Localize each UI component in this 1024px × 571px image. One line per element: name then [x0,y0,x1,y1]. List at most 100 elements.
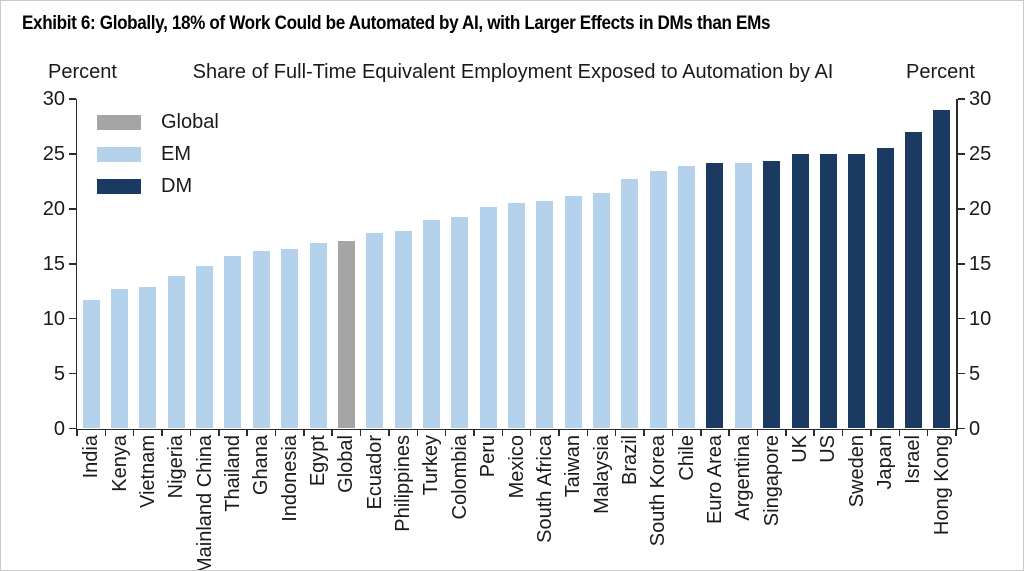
x-tick-11 [388,430,390,436]
y-label-left-20: 20 [42,197,65,220]
y-tick-right-5 [957,372,965,375]
x-tick-24 [756,430,759,436]
x-tick-12 [416,430,418,436]
x-label-thailand: Thailand [221,435,244,512]
x-label-euro-area: Euro Area [703,435,726,524]
x-label-mexico: Mexico [505,435,528,499]
x-tick-31 [955,430,957,436]
x-label-ghana: Ghana [250,435,273,496]
y-tick-left-20 [68,208,76,210]
x-label-malaysia: Malaysia [590,435,613,514]
y-tick-left-25 [68,153,76,155]
y-label-left-5: 5 [53,362,65,385]
x-label-philippines: Philippines [392,435,415,532]
x-tick-26 [813,430,815,436]
y-tick-left-0 [68,427,76,430]
bar-vietnam [139,286,157,429]
x-tick-10 [359,430,362,436]
x-label-us: US [817,435,840,463]
bar-israel [904,131,922,429]
bar-malaysia [593,193,611,429]
x-tick-3 [161,430,163,436]
bar-south-korea [649,171,667,429]
x-tick-17 [558,430,560,436]
y-tick-right-25 [957,153,965,155]
y-tick-left-15 [68,263,76,265]
x-tick-16 [529,430,532,436]
bar-egypt [309,242,327,429]
bar-india [82,299,100,429]
bar-hong-kong [933,109,951,429]
bar-global [337,240,355,429]
legend-label-global: Global [161,111,219,133]
x-tick-29 [898,430,901,436]
x-tick-19 [614,430,617,436]
bar-colombia [451,216,469,429]
x-label-vietnam: Vietnam [136,435,159,509]
x-label-egypt: Egypt [307,435,330,487]
x-label-peru: Peru [477,435,500,478]
y-label-right-25: 25 [969,142,992,165]
x-tick-18 [586,430,589,436]
x-tick-8 [303,430,305,436]
x-tick-15 [501,430,504,436]
x-tick-2 [132,430,135,436]
x-label-south-korea: South Korea [647,435,670,547]
x-label-brazil: Brazil [618,435,641,486]
x-tick-30 [926,430,929,436]
x-tick-4 [189,430,192,436]
bar-argentina [734,162,752,429]
bar-euro-area [706,162,724,429]
x-label-hong-kong: Hong Kong [930,435,953,536]
x-tick-21 [671,430,674,436]
x-label-singapore: Singapore [760,435,783,527]
x-tick-1 [104,430,107,436]
x-label-argentina: Argentina [732,435,755,521]
x-label-japan: Japan [874,435,897,490]
bar-brazil [621,179,639,429]
x-tick-23 [728,430,730,436]
y-tick-right-30 [957,98,965,100]
y-tick-left-10 [68,317,76,320]
bar-sweden [848,153,866,429]
y-axis-unit-left: Percent [48,61,117,83]
bar-peru [479,206,497,429]
x-label-colombia: Colombia [448,435,471,520]
x-tick-7 [274,430,277,436]
bar-chile [678,165,696,429]
y-axis-left [75,99,77,429]
x-label-indonesia: Indonesia [278,435,301,522]
x-tick-22 [700,430,702,436]
bar-us [819,153,837,429]
y-label-left-0: 0 [53,417,65,440]
legend-swatch-em [97,147,141,162]
x-label-turkey: Turkey [420,435,443,496]
exhibit-title: Exhibit 6: Globally, 18% of Work Could b… [22,13,771,34]
y-label-right-10: 10 [969,307,992,330]
y-tick-left-5 [68,372,76,375]
legend-item-global: Global [97,111,219,133]
x-label-uk: UK [789,435,812,463]
x-label-india: India [80,435,103,479]
bar-nigeria [167,275,185,429]
bar-turkey [422,219,440,429]
bar-philippines [394,230,412,429]
bar-mainland-china [196,265,214,429]
x-tick-5 [218,430,220,436]
y-label-left-10: 10 [42,307,65,330]
x-label-chile: Chile [675,435,698,481]
x-label-nigeria: Nigeria [165,435,188,499]
y-axis-right [956,99,958,429]
y-label-right-20: 20 [969,197,992,220]
x-tick-13 [444,430,447,436]
y-label-left-15: 15 [42,252,65,275]
legend-item-em: EM [97,143,219,165]
y-axis-unit-right: Percent [906,61,975,83]
x-label-south-africa: South Africa [533,435,556,543]
x-label-kenya: Kenya [108,435,131,492]
x-label-sweden: Sweden [845,435,868,508]
x-tick-0 [76,430,78,436]
x-tick-14 [473,430,475,436]
y-tick-left-30 [68,98,76,100]
